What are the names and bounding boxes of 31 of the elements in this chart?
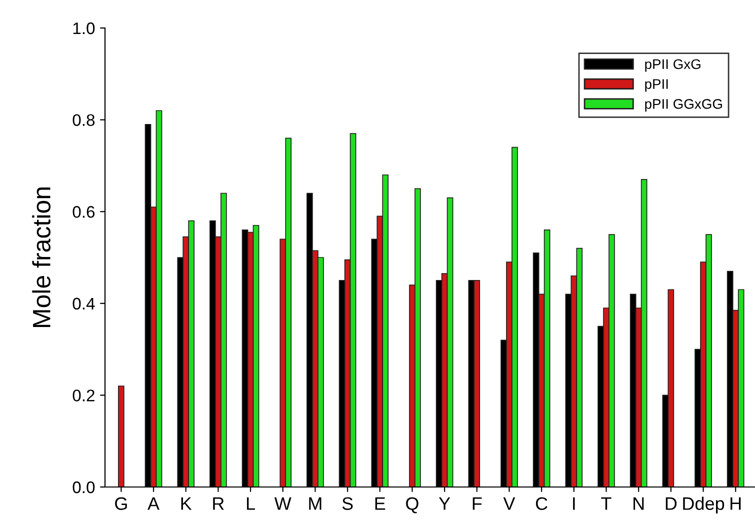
x-tick-label: N — [634, 497, 644, 510]
legend-label: pPII GGxGG — [645, 99, 722, 112]
x-tick-label: H — [730, 497, 741, 510]
x-tick-label: V — [503, 497, 516, 510]
bar — [118, 386, 124, 487]
x-tick-label: M — [309, 497, 322, 510]
y-tick-label: 0.8 — [72, 114, 95, 126]
x-tick-label: K — [181, 497, 192, 510]
x-tick-label: R — [213, 497, 224, 510]
y-tick-label: 0.2 — [72, 390, 94, 402]
x-tick-label: W — [274, 497, 292, 510]
y-tick-label: 0.4 — [72, 298, 95, 310]
y-tick-label: 0.6 — [72, 206, 95, 218]
x-tick-label: A — [148, 497, 160, 510]
x-tick-label: G — [115, 497, 127, 510]
x-tick-label: Y — [438, 497, 450, 510]
x-tick-label: Ddep — [683, 496, 724, 514]
x-tick-label: Q — [406, 497, 418, 514]
y-tick-label: 0.0 — [72, 481, 95, 494]
x-tick-label: E — [375, 497, 386, 510]
x-tick-label: S — [342, 497, 353, 510]
x-tick-label: C — [536, 497, 548, 510]
legend-label: pPII GxG — [645, 59, 700, 72]
x-tick-label: T — [601, 497, 612, 510]
x-tick-label: L — [246, 497, 255, 510]
x-tick-label: D — [666, 497, 677, 510]
x-tick-label: I — [573, 497, 575, 510]
x-tick-label: F — [472, 497, 482, 510]
y-axis-title: Mole fraction — [32, 188, 51, 327]
legend-label: pPII — [645, 79, 668, 92]
y-tick-label: 1.0 — [73, 22, 95, 34]
